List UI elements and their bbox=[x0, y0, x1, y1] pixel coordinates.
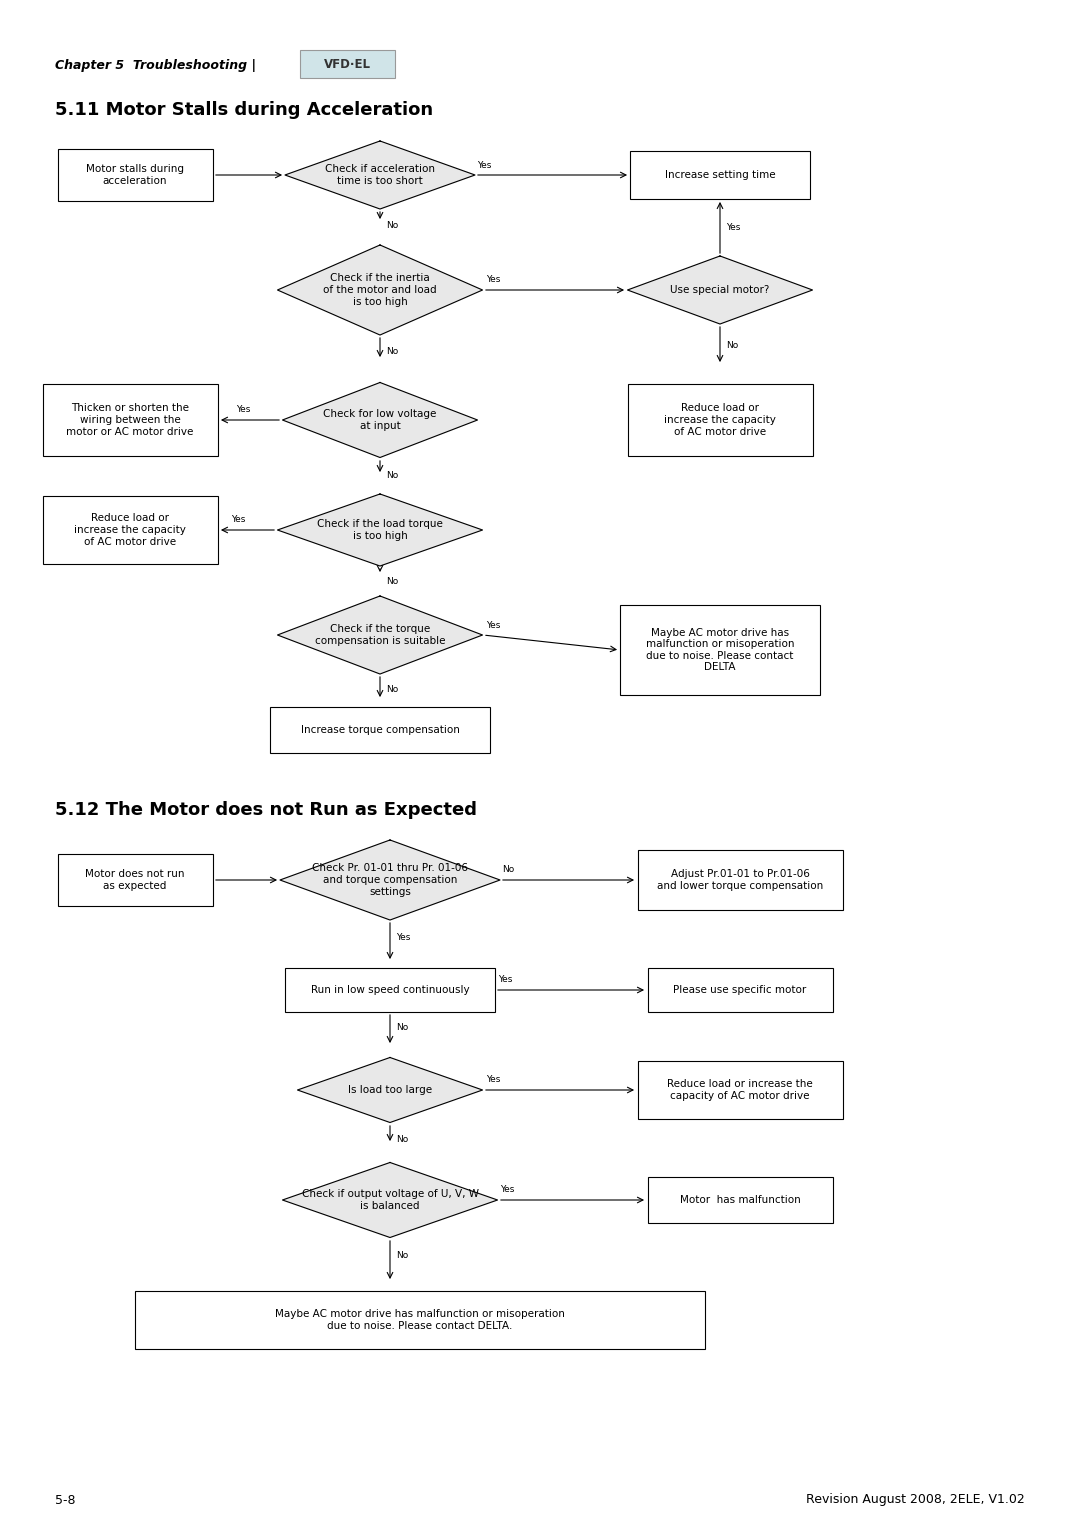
Text: Is load too large: Is load too large bbox=[348, 1085, 432, 1095]
FancyBboxPatch shape bbox=[42, 495, 217, 565]
Text: No: No bbox=[726, 341, 739, 350]
Text: Motor does not run
as expected: Motor does not run as expected bbox=[85, 870, 185, 891]
Text: Yes: Yes bbox=[231, 515, 245, 525]
Text: No: No bbox=[502, 865, 514, 874]
Polygon shape bbox=[297, 1057, 483, 1123]
Text: Check if output voltage of U, V, W
is balanced: Check if output voltage of U, V, W is ba… bbox=[301, 1189, 478, 1210]
Polygon shape bbox=[627, 256, 812, 324]
FancyBboxPatch shape bbox=[57, 149, 213, 201]
Text: Yes: Yes bbox=[486, 620, 500, 629]
Text: Check for low voltage
at input: Check for low voltage at input bbox=[323, 410, 436, 431]
FancyBboxPatch shape bbox=[620, 604, 820, 695]
FancyBboxPatch shape bbox=[648, 968, 833, 1012]
Polygon shape bbox=[278, 494, 483, 566]
Text: Motor stalls during
acceleration: Motor stalls during acceleration bbox=[86, 164, 184, 186]
FancyBboxPatch shape bbox=[627, 384, 812, 456]
FancyBboxPatch shape bbox=[648, 1177, 833, 1223]
FancyBboxPatch shape bbox=[57, 854, 213, 907]
Text: No: No bbox=[386, 577, 399, 586]
FancyBboxPatch shape bbox=[42, 384, 217, 456]
Text: Check if the torque
compensation is suitable: Check if the torque compensation is suit… bbox=[314, 624, 445, 646]
Text: Reduce load or increase the
capacity of AC motor drive: Reduce load or increase the capacity of … bbox=[667, 1080, 813, 1101]
Polygon shape bbox=[283, 382, 477, 457]
Text: No: No bbox=[386, 221, 399, 230]
Text: No: No bbox=[386, 684, 399, 693]
Text: Yes: Yes bbox=[396, 934, 410, 942]
Text: Maybe AC motor drive has
malfunction or misoperation
due to noise. Please contac: Maybe AC motor drive has malfunction or … bbox=[646, 627, 794, 672]
Text: VFD·EL: VFD·EL bbox=[324, 57, 370, 71]
Text: Motor  has malfunction: Motor has malfunction bbox=[679, 1195, 800, 1206]
Polygon shape bbox=[278, 597, 483, 673]
FancyBboxPatch shape bbox=[270, 707, 490, 753]
Text: Thicken or shorten the
wiring between the
motor or AC motor drive: Thicken or shorten the wiring between th… bbox=[66, 403, 193, 437]
Polygon shape bbox=[280, 841, 500, 920]
Text: Reduce load or
increase the capacity
of AC motor drive: Reduce load or increase the capacity of … bbox=[664, 403, 775, 437]
Text: Yes: Yes bbox=[500, 1186, 514, 1195]
Text: Increase setting time: Increase setting time bbox=[664, 170, 775, 179]
Text: Use special motor?: Use special motor? bbox=[671, 285, 770, 295]
FancyBboxPatch shape bbox=[300, 51, 395, 78]
Text: Adjust Pr.01-01 to Pr.01-06
and lower torque compensation: Adjust Pr.01-01 to Pr.01-06 and lower to… bbox=[657, 870, 823, 891]
Text: Please use specific motor: Please use specific motor bbox=[673, 985, 807, 996]
FancyBboxPatch shape bbox=[135, 1292, 705, 1348]
Text: 5-8: 5-8 bbox=[55, 1494, 76, 1506]
Text: Yes: Yes bbox=[486, 1075, 500, 1085]
Text: Yes: Yes bbox=[235, 405, 249, 414]
Text: Reduce load or
increase the capacity
of AC motor drive: Reduce load or increase the capacity of … bbox=[75, 514, 186, 546]
Text: Check if acceleration
time is too short: Check if acceleration time is too short bbox=[325, 164, 435, 186]
Text: Check Pr. 01-01 thru Pr. 01-06
and torque compensation
settings: Check Pr. 01-01 thru Pr. 01-06 and torqu… bbox=[312, 864, 468, 896]
Text: Check if the inertia
of the motor and load
is too high: Check if the inertia of the motor and lo… bbox=[323, 273, 436, 307]
Text: Yes: Yes bbox=[498, 976, 512, 985]
Text: 5.11 Motor Stalls during Acceleration: 5.11 Motor Stalls during Acceleration bbox=[55, 101, 433, 120]
FancyBboxPatch shape bbox=[630, 150, 810, 199]
Text: No: No bbox=[396, 1252, 408, 1261]
Polygon shape bbox=[285, 141, 475, 209]
Polygon shape bbox=[283, 1163, 498, 1238]
Text: Yes: Yes bbox=[726, 222, 741, 232]
Text: Revision August 2008, 2ELE, V1.02: Revision August 2008, 2ELE, V1.02 bbox=[807, 1494, 1025, 1506]
FancyBboxPatch shape bbox=[637, 1062, 842, 1118]
Text: No: No bbox=[386, 471, 399, 480]
Text: Increase torque compensation: Increase torque compensation bbox=[300, 726, 459, 735]
FancyBboxPatch shape bbox=[285, 968, 495, 1012]
Text: No: No bbox=[386, 348, 399, 356]
Text: Chapter 5  Troubleshooting |: Chapter 5 Troubleshooting | bbox=[55, 58, 256, 72]
Text: 5.12 The Motor does not Run as Expected: 5.12 The Motor does not Run as Expected bbox=[55, 801, 477, 819]
Text: Yes: Yes bbox=[477, 161, 491, 169]
Text: Yes: Yes bbox=[486, 276, 500, 284]
Text: No: No bbox=[396, 1135, 408, 1144]
FancyBboxPatch shape bbox=[637, 850, 842, 910]
Text: Check if the load torque
is too high: Check if the load torque is too high bbox=[318, 518, 443, 542]
Polygon shape bbox=[278, 245, 483, 334]
Text: Run in low speed continuously: Run in low speed continuously bbox=[311, 985, 470, 996]
Text: No: No bbox=[396, 1023, 408, 1032]
Text: Maybe AC motor drive has malfunction or misoperation
due to noise. Please contac: Maybe AC motor drive has malfunction or … bbox=[275, 1309, 565, 1332]
